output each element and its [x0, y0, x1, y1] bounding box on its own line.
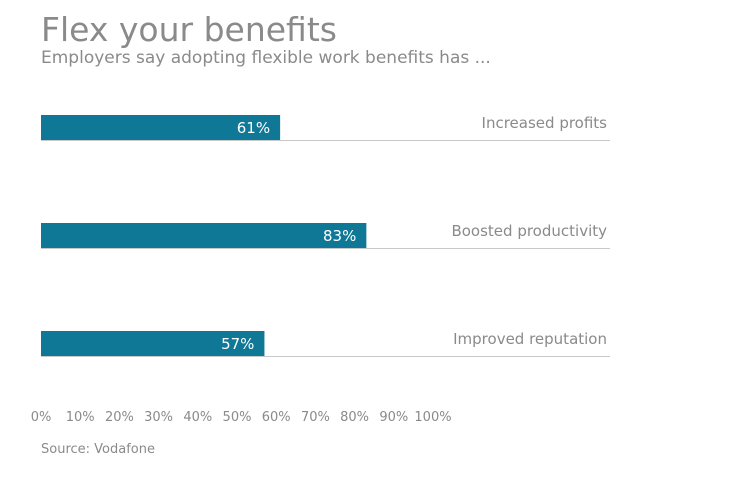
value-label-0: 61%	[237, 119, 270, 137]
x-tick-label-3: 30%	[144, 410, 173, 425]
value-label-2: 57%	[221, 335, 254, 353]
x-tick-label-10: 100%	[414, 410, 451, 425]
x-tick-label-4: 40%	[183, 410, 212, 425]
x-tick-label-1: 10%	[66, 410, 95, 425]
x-tick-label-2: 20%	[105, 410, 134, 425]
source-note: Source: Vodafone	[41, 442, 155, 457]
x-tick-label-6: 60%	[262, 410, 291, 425]
bar-2	[41, 331, 265, 356]
x-tick-label-5: 50%	[223, 410, 252, 425]
category-label-0: Increased profits	[482, 114, 608, 132]
category-label-2: Improved reputation	[453, 330, 607, 348]
chart-title: Flex your benefits	[41, 10, 337, 49]
bar-0	[41, 115, 281, 140]
bar-1	[41, 223, 367, 248]
x-tick-label-0: 0%	[31, 410, 52, 425]
category-label-1: Boosted productivity	[451, 222, 607, 240]
x-tick-label-9: 90%	[379, 410, 408, 425]
x-tick-label-7: 70%	[301, 410, 330, 425]
value-label-1: 83%	[323, 227, 356, 245]
chart-subtitle: Employers say adopting flexible work ben…	[41, 48, 491, 68]
x-tick-label-8: 80%	[340, 410, 369, 425]
